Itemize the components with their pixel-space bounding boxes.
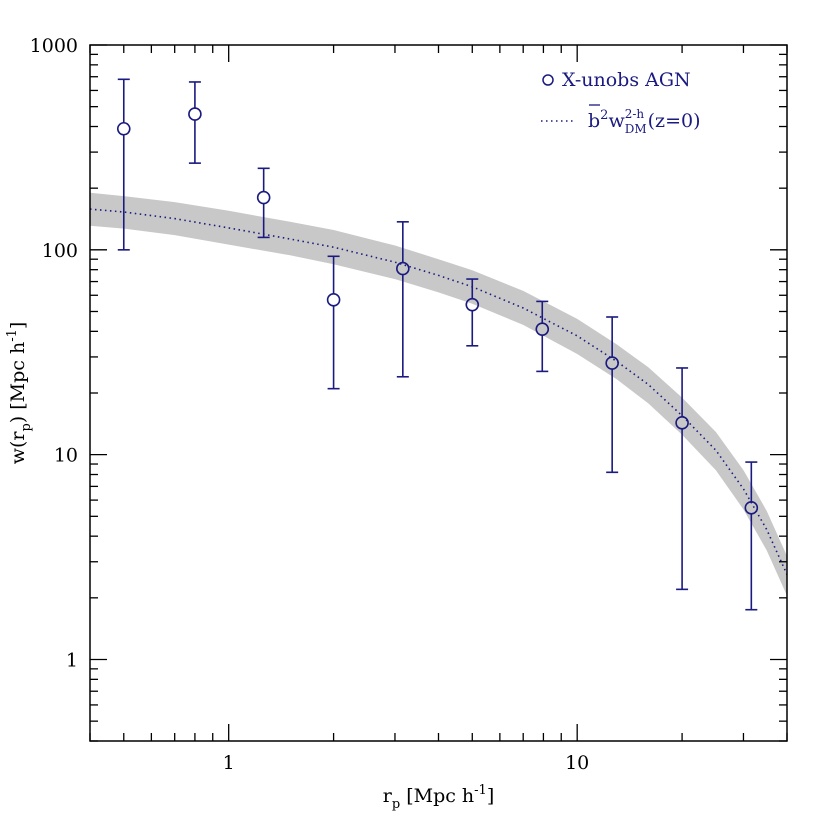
y-axis-label-base: w(r bbox=[7, 431, 29, 465]
legend-model-tail: (z=0) bbox=[648, 110, 701, 132]
data-point-5 bbox=[396, 221, 410, 378]
legend-model-sub: DM bbox=[625, 122, 647, 136]
x-axis-label-end: ] bbox=[487, 785, 494, 807]
data-point-marker bbox=[256, 190, 271, 205]
y-axis-label-sub: p bbox=[19, 423, 34, 431]
tick-labels-layer: 1 10 1 10 100 1000 bbox=[30, 35, 590, 774]
data-point-9 bbox=[675, 367, 689, 591]
data-point-marker bbox=[326, 293, 341, 307]
legend-marker-circle bbox=[542, 74, 554, 86]
legend: X-unobs AGN b2w2-h DM(z=0) bbox=[541, 69, 700, 136]
legend-model-sq: 2 bbox=[600, 108, 608, 123]
model-band-layer bbox=[90, 192, 787, 596]
legend-label-model: b2w2-h DM(z=0) bbox=[588, 107, 700, 136]
legend-model-w: w bbox=[608, 110, 625, 132]
x-tick-label: 1 bbox=[223, 752, 235, 774]
data-point-2 bbox=[188, 81, 202, 164]
data-point-4 bbox=[326, 255, 341, 390]
axis-ticks-layer bbox=[89, 44, 788, 742]
y-tick-label: 10 bbox=[54, 445, 78, 467]
data-point-marker bbox=[396, 261, 410, 276]
x-axis-label-base: r bbox=[383, 785, 393, 807]
data-point-marker bbox=[465, 297, 480, 312]
plot-frame bbox=[89, 44, 788, 742]
x-axis-label: rp [Mpc h-1] bbox=[383, 783, 495, 812]
model-curve-layer bbox=[90, 208, 787, 575]
y-axis-label-rest: ) [Mpc h bbox=[7, 342, 29, 423]
data-point-marker bbox=[744, 501, 759, 515]
data-points-layer bbox=[116, 78, 759, 611]
data-point-7 bbox=[535, 300, 550, 373]
y-axis-label-end: ] bbox=[7, 322, 29, 329]
y-axis-label-sup: -1 bbox=[5, 329, 20, 342]
data-point-1 bbox=[116, 78, 131, 251]
data-point-marker bbox=[188, 107, 202, 121]
model-curve-line bbox=[90, 208, 787, 575]
data-point-marker bbox=[605, 356, 619, 370]
data-point-marker bbox=[675, 416, 689, 430]
legend-model-bbar: b bbox=[588, 110, 600, 132]
y-tick-label: 100 bbox=[42, 240, 78, 262]
legend-label-points: X-unobs AGN bbox=[562, 69, 691, 91]
data-point-10 bbox=[744, 461, 759, 611]
y-tick-label: 1000 bbox=[30, 35, 78, 57]
y-axis-label: w(rp) [Mpc h-1] bbox=[5, 322, 34, 465]
legend-model-sup: 2-h bbox=[625, 107, 645, 121]
data-point-8 bbox=[605, 316, 619, 474]
data-point-6 bbox=[465, 278, 480, 347]
data-point-3 bbox=[256, 167, 271, 239]
x-axis-label-sup: -1 bbox=[474, 783, 487, 798]
model-uncertainty-band bbox=[90, 192, 787, 596]
x-tick-label: 10 bbox=[565, 752, 589, 774]
x-axis-label-rest: [Mpc h bbox=[400, 785, 474, 807]
data-point-marker bbox=[535, 322, 550, 336]
data-point-marker bbox=[116, 121, 131, 136]
y-tick-label: 1 bbox=[66, 649, 78, 671]
x-axis-label-sub: p bbox=[392, 797, 400, 812]
